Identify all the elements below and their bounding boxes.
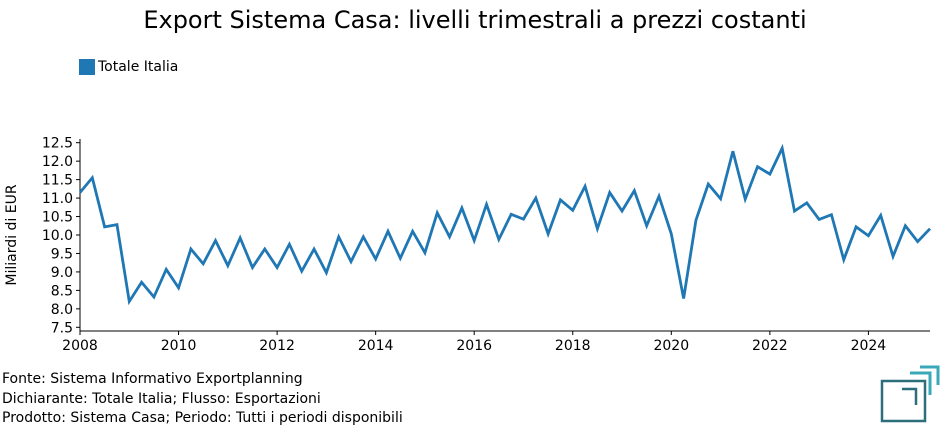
y-tick-label: 7.5 xyxy=(51,320,73,336)
y-tick-label: 8.0 xyxy=(51,302,73,318)
y-tick-label: 9.5 xyxy=(51,246,73,262)
legend-swatch xyxy=(79,59,95,75)
exportplanning-logo-icon xyxy=(880,365,940,423)
legend-label: Totale Italia xyxy=(98,59,179,75)
x-tick-label: 2010 xyxy=(161,338,197,354)
source-notes: Fonte: Sistema Informativo Exportplannin… xyxy=(2,370,403,429)
x-tick-label: 2024 xyxy=(851,338,887,354)
x-tick-label: 2008 xyxy=(62,338,98,354)
source-line: Prodotto: Sistema Casa; Periodo: Tutti i… xyxy=(2,410,403,426)
axes: 7.5 8.0 8.5 9.0 9.5 10.0 10.5 11.0 11.5 12.0 12.5 2… xyxy=(4,136,930,354)
chart-marks xyxy=(78,143,932,306)
x-tick-label: 2018 xyxy=(555,338,591,354)
legend: Totale Italia xyxy=(79,59,178,75)
y-tick-label: 12.5 xyxy=(42,136,73,152)
y-tick-label: 8.5 xyxy=(51,283,73,299)
y-tick-label: 12.0 xyxy=(42,154,73,170)
line-chart: 7.5 8.0 8.5 9.0 9.5 10.0 10.5 11.0 11.5 12.0 12.5 2… xyxy=(4,136,932,354)
y-tick-label: 11.5 xyxy=(42,173,73,189)
source-line: Fonte: Sistema Informativo Exportplannin… xyxy=(2,371,303,387)
chart-title: Export Sistema Casa: livelli trimestrali… xyxy=(143,6,807,34)
x-tick-label: 2014 xyxy=(358,338,394,354)
y-tick-label: 11.0 xyxy=(42,191,73,207)
y-axis-title: Miliardi di EUR xyxy=(4,184,20,285)
source-line: Dichiarante: Totale Italia; Flusso: Espo… xyxy=(2,390,321,407)
x-tick-label: 2016 xyxy=(456,338,492,354)
y-tick-label: 9.0 xyxy=(51,265,73,281)
series-line-0 xyxy=(78,143,932,306)
x-tick-label: 2020 xyxy=(653,338,689,354)
x-tick-label: 2012 xyxy=(259,338,295,354)
y-tick-label: 10.5 xyxy=(42,210,73,226)
x-tick-label: 2022 xyxy=(752,338,788,354)
y-tick-label: 10.0 xyxy=(42,228,73,244)
